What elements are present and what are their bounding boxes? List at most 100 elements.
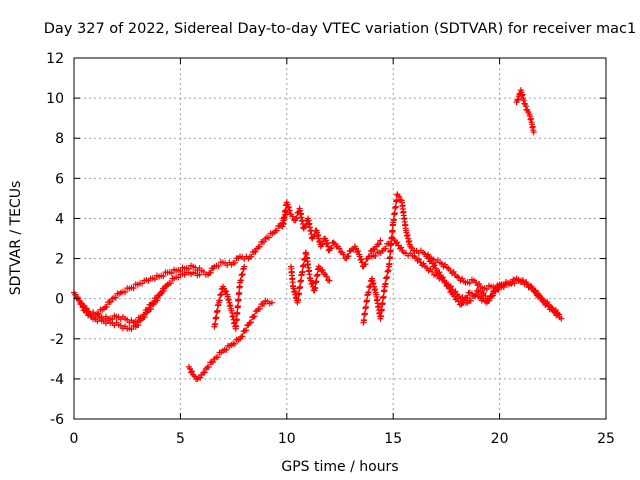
x-tick-label: 20 xyxy=(491,431,509,447)
data-point-fill xyxy=(286,207,293,214)
data-point-fill xyxy=(298,277,305,284)
data-point-fill xyxy=(145,306,152,313)
data-point-fill xyxy=(363,303,370,310)
data-point-fill xyxy=(261,300,268,307)
data-point xyxy=(377,237,384,244)
data-point-fill xyxy=(150,299,157,306)
data-point-fill xyxy=(216,297,223,304)
data-point-fill xyxy=(261,238,268,245)
y-tick-label: 2 xyxy=(55,252,64,268)
data-series xyxy=(185,297,275,383)
data-point-fill xyxy=(135,322,142,329)
data-point-fill xyxy=(376,241,383,248)
data-point-fill xyxy=(378,306,385,313)
data-point-fill xyxy=(444,282,451,289)
data-point-fill xyxy=(440,274,447,281)
data-point-fill xyxy=(256,305,263,312)
data-point-fill xyxy=(273,227,280,234)
data-point-fill xyxy=(454,295,461,302)
data-point-fill xyxy=(252,248,259,255)
data-point-fill xyxy=(223,346,230,353)
data-point-fill xyxy=(197,374,204,381)
data-point-fill xyxy=(265,234,272,241)
data-point-fill xyxy=(467,297,474,304)
x-tick-label: 25 xyxy=(597,431,615,447)
data-point-fill xyxy=(391,210,398,217)
data-point-fill xyxy=(141,311,148,318)
y-tick-label: 0 xyxy=(55,292,64,308)
y-tick-label: 10 xyxy=(46,91,64,107)
data-point-fill xyxy=(239,271,246,278)
data-point-fill xyxy=(427,257,434,264)
y-tick-label: 12 xyxy=(46,51,64,67)
data-point-fill xyxy=(394,239,401,246)
data-point-fill xyxy=(387,247,394,254)
data-series xyxy=(368,235,565,322)
data-point-fill xyxy=(390,216,397,223)
data-point-fill xyxy=(365,289,372,296)
x-axis-label: GPS time / hours xyxy=(281,459,398,475)
data-point xyxy=(500,281,507,288)
data-point-fill xyxy=(511,280,518,287)
data-point-fill xyxy=(234,309,241,316)
y-tick-label: 4 xyxy=(55,211,64,227)
data-point-fill xyxy=(398,244,405,251)
data-point-fill xyxy=(151,276,158,283)
axis-ticks: 0 5 10 15 20 25 -6 -4 -2 0 2 4 6 8 10 12 xyxy=(46,51,615,447)
data-point-fill xyxy=(382,280,389,287)
data-point-fill xyxy=(295,296,302,303)
data-point-fill xyxy=(256,243,263,250)
data-point-fill xyxy=(450,268,457,275)
data-point-fill xyxy=(112,294,119,301)
data-series xyxy=(75,269,203,333)
data-point-fill xyxy=(251,313,258,320)
data-point-fill xyxy=(380,293,387,300)
data-point-fill xyxy=(328,245,335,252)
data-point-fill xyxy=(522,103,529,110)
data-point-fill xyxy=(395,193,402,200)
y-tick-label: 6 xyxy=(55,171,64,187)
data-point-fill xyxy=(389,227,396,234)
data-point-fill xyxy=(554,311,561,318)
data-point-fill xyxy=(384,273,391,280)
data-point-fill xyxy=(472,279,479,286)
data-point-fill xyxy=(215,263,222,270)
data-point-fill xyxy=(109,316,116,323)
data-point-fill xyxy=(392,203,399,210)
data-point-fill xyxy=(285,203,292,210)
data-point-fill xyxy=(167,280,174,287)
data-point-fill xyxy=(201,369,208,376)
data-point-fill xyxy=(387,240,394,247)
data-point-fill xyxy=(213,314,220,321)
data-point-fill xyxy=(358,256,365,263)
data-point-fill xyxy=(154,294,161,301)
data-point xyxy=(196,271,203,278)
data-point-fill xyxy=(382,245,389,252)
data-point-fill xyxy=(122,289,129,296)
data-point-fill xyxy=(238,277,245,284)
data-series xyxy=(513,87,537,136)
data-point-fill xyxy=(83,305,90,312)
x-tick-label: 10 xyxy=(278,431,296,447)
data-point-fill xyxy=(345,253,352,260)
data-point-fill xyxy=(247,319,254,326)
data-point-fill xyxy=(515,96,522,103)
data-point-fill xyxy=(158,289,165,296)
data-point xyxy=(530,129,537,136)
data-point-fill xyxy=(386,260,393,267)
data-marks xyxy=(71,87,565,383)
data-point-fill xyxy=(95,310,102,317)
y-tick-label: -6 xyxy=(50,412,64,428)
chart-title: Day 327 of 2022, Sidereal Day-to-day VTE… xyxy=(44,21,636,37)
data-point-fill xyxy=(297,283,304,290)
data-point-fill xyxy=(293,214,300,221)
data-point-fill xyxy=(455,298,462,305)
data-point-fill xyxy=(233,322,240,329)
data-point-fill xyxy=(205,364,212,371)
x-tick-label: 0 xyxy=(70,431,79,447)
data-point-fill xyxy=(189,368,196,375)
data-point-fill xyxy=(236,289,243,296)
data-point-fill xyxy=(372,253,379,260)
data-point-fill xyxy=(218,291,225,298)
data-point-fill xyxy=(362,310,369,317)
